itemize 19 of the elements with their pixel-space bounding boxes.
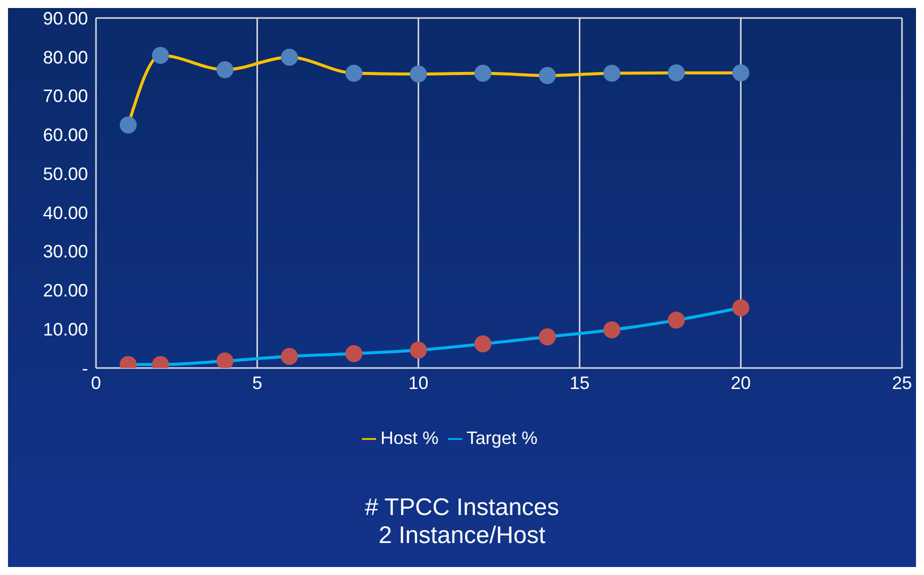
y-tick-label: 50.00 — [42, 164, 88, 184]
x-axis-title: # TPCC Instances 2 Instance/Host — [364, 494, 560, 550]
y-tick-label: 10.00 — [42, 320, 88, 340]
y-tick-label: - — [82, 358, 88, 378]
x-tick-label: 20 — [730, 372, 751, 393]
y-tick-label: 20.00 — [42, 280, 88, 301]
x-tick-label: 15 — [570, 372, 590, 393]
y-tick-label: 90.00 — [42, 8, 88, 28]
y-tick-label: 40.00 — [42, 202, 88, 223]
x-tick-label: 5 — [252, 372, 262, 393]
legend-label: Target % — [466, 428, 538, 448]
x-tick-label: 25 — [892, 372, 912, 393]
y-tick-label: 60.00 — [42, 125, 88, 146]
x-tick-label: 10 — [408, 372, 428, 393]
legend-label: Host % — [380, 428, 438, 448]
y-tick-label: 80.00 — [42, 47, 88, 68]
x-tick-label: 0 — [90, 372, 102, 393]
y-tick-label: 30.00 — [42, 242, 88, 262]
y-tick-label: 70.00 — [42, 86, 88, 106]
